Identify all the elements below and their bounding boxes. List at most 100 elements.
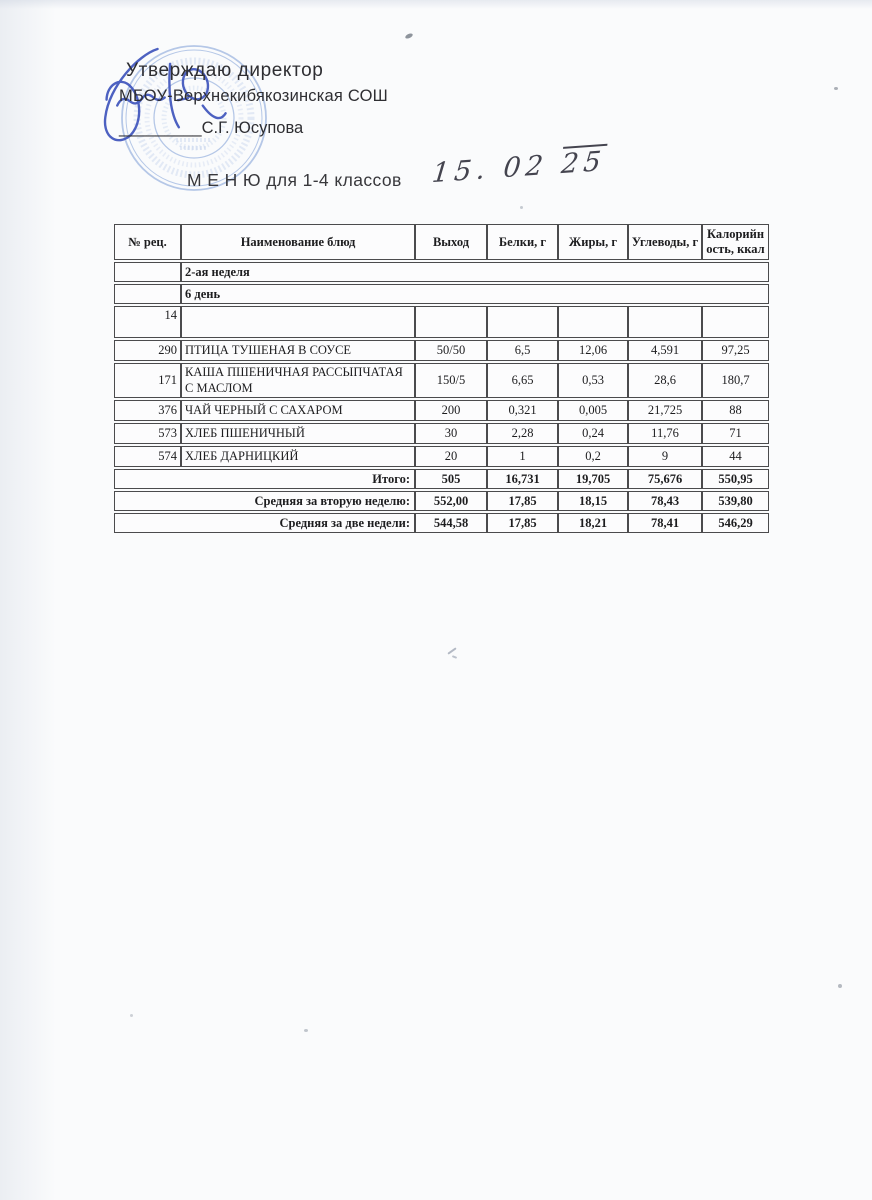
table-row-376: 376 ЧАЙ ЧЕРНЫЙ С САХАРОМ 200 0,321 0,005…: [114, 400, 769, 422]
calories-cell: [702, 306, 769, 338]
avg-week2-label: Средняя за вторую неделю:: [114, 491, 415, 512]
dish-name-cell: ЧАЙ ЧЕРНЫЙ С САХАРОМ: [181, 400, 415, 422]
menu-table: № рец. Наименование блюд Выход Белки, г …: [114, 222, 769, 535]
week-band-row: 2-ая неделя: [114, 262, 769, 282]
header-cell-dish-name: Наименование блюд: [181, 224, 415, 260]
scan-speck: [404, 32, 414, 40]
output-cell: 20: [415, 446, 487, 468]
approval-line-2: МБОУ-Верхнекибякозинская СОШ: [119, 86, 388, 105]
carbs-cell: 9: [628, 446, 702, 468]
carbs-cell: 11,76: [628, 423, 702, 445]
dish-name-cell: ХЛЕБ ПШЕНИЧНЫЙ: [181, 423, 415, 445]
scan-speck: [451, 655, 458, 659]
total-protein: 16,731: [487, 469, 558, 490]
total-output: 505: [415, 469, 487, 490]
day-label: 6 день: [181, 284, 769, 304]
approval-signature-line: _________С.Г. Юсупова: [119, 118, 304, 137]
avg-week2-output: 552,00: [415, 491, 487, 512]
fat-cell: 0,2: [558, 446, 628, 468]
avg-two-weeks-label: Средняя за две недели:: [114, 513, 415, 534]
empty-cell: [114, 284, 181, 304]
recipe-no-cell: 573: [114, 423, 181, 445]
avg-two-weeks-row: Средняя за две недели: 544,58 17,85 18,2…: [114, 513, 769, 534]
scan-speck: [834, 87, 838, 90]
carbs-cell: 4,591: [628, 340, 702, 361]
output-cell: 30: [415, 423, 487, 445]
scan-edge-shading-top: [0, 0, 872, 9]
scan-edge-shading-left: [0, 0, 56, 1200]
recipe-no-cell: 14: [114, 306, 181, 338]
avg-week2-carbs: 78,43: [628, 491, 702, 512]
scan-speck: [130, 1014, 133, 1017]
dish-name-cell: ХЛЕБ ДАРНИЦКИЙ: [181, 446, 415, 468]
header-cell-carbs: Углеводы, г: [628, 224, 702, 260]
approval-block: Утверждаю директор МБОУ-Верхнекибякозинс…: [119, 60, 388, 138]
avg-week2-fat: 18,15: [558, 491, 628, 512]
header-cell-protein: Белки, г: [487, 224, 558, 260]
dish-name-cell: ПТИЦА ТУШЕНАЯ В СОУСЕ: [181, 340, 415, 361]
scan-speck: [304, 1029, 308, 1032]
avg-two-weeks-carbs: 78,41: [628, 513, 702, 534]
week-label: 2-ая неделя: [181, 262, 769, 282]
dish-name-cell: [181, 306, 415, 338]
protein-cell: 6,65: [487, 363, 558, 399]
round-school-stamp-icon: [121, 45, 267, 191]
table-row-171: 171 КАША ПШЕНИЧНАЯ РАССЫПЧАТАЯ С МАСЛОМ …: [114, 363, 769, 399]
carbs-cell: 28,6: [628, 363, 702, 399]
total-row: Итого: 505 16,731 19,705 75,676 550,95: [114, 469, 769, 490]
scan-speck: [520, 206, 523, 209]
avg-week2-row: Средняя за вторую неделю: 552,00 17,85 1…: [114, 491, 769, 512]
table-header-row: № рец. Наименование блюд Выход Белки, г …: [114, 224, 769, 260]
avg-two-weeks-protein: 17,85: [487, 513, 558, 534]
scan-speck: [838, 984, 842, 988]
total-label: Итого:: [114, 469, 415, 490]
menu-title: М Е Н Ю для 1-4 классов: [187, 170, 402, 190]
output-cell: 200: [415, 400, 487, 422]
total-calories: 550,95: [702, 469, 769, 490]
calories-cell: 44: [702, 446, 769, 468]
avg-week2-protein: 17,85: [487, 491, 558, 512]
header-cell-output: Выход: [415, 224, 487, 260]
approval-line-1: Утверждаю директор: [126, 60, 324, 81]
day-band-row: 6 день: [114, 284, 769, 304]
carbs-cell: [628, 306, 702, 338]
carbs-cell: 21,725: [628, 400, 702, 422]
handwritten-date-day-month: 15. 02: [430, 148, 564, 190]
calories-cell: 71: [702, 423, 769, 445]
table-row-290: 290 ПТИЦА ТУШЕНАЯ В СОУСЕ 50/50 6,5 12,0…: [114, 340, 769, 361]
calories-cell: 88: [702, 400, 769, 422]
avg-two-weeks-fat: 18,21: [558, 513, 628, 534]
fat-cell: 0,53: [558, 363, 628, 399]
protein-cell: 0,321: [487, 400, 558, 422]
protein-cell: 1: [487, 446, 558, 468]
total-carbs: 75,676: [628, 469, 702, 490]
output-cell: 150/5: [415, 363, 487, 399]
protein-cell: 2,28: [487, 423, 558, 445]
fat-cell: [558, 306, 628, 338]
total-fat: 19,705: [558, 469, 628, 490]
recipe-no-cell: 574: [114, 446, 181, 468]
protein-cell: [487, 306, 558, 338]
calories-cell: 180,7: [702, 363, 769, 399]
director-signature-icon: [103, 47, 227, 142]
fat-cell: 0,005: [558, 400, 628, 422]
handwritten-date-year: 25: [559, 145, 608, 181]
recipe-no-cell: 290: [114, 340, 181, 361]
fat-cell: 12,06: [558, 340, 628, 361]
dish-name-cell: КАША ПШЕНИЧНАЯ РАССЫПЧАТАЯ С МАСЛОМ: [181, 363, 415, 399]
empty-cell: [114, 262, 181, 282]
fat-cell: 0,24: [558, 423, 628, 445]
header-cell-fat: Жиры, г: [558, 224, 628, 260]
protein-cell: 6,5: [487, 340, 558, 361]
output-cell: 50/50: [415, 340, 487, 361]
header-cell-recipe-no: № рец.: [114, 224, 181, 260]
avg-week2-calories: 539,80: [702, 491, 769, 512]
recipe-no-cell: 171: [114, 363, 181, 399]
avg-two-weeks-output: 544,58: [415, 513, 487, 534]
table-row-14: 14: [114, 306, 769, 338]
recipe-no-cell: 376: [114, 400, 181, 422]
handwritten-date: 15. 02 25: [431, 146, 608, 189]
header-cell-calories: Калорийность, ккал: [702, 224, 769, 260]
calories-cell: 97,25: [702, 340, 769, 361]
